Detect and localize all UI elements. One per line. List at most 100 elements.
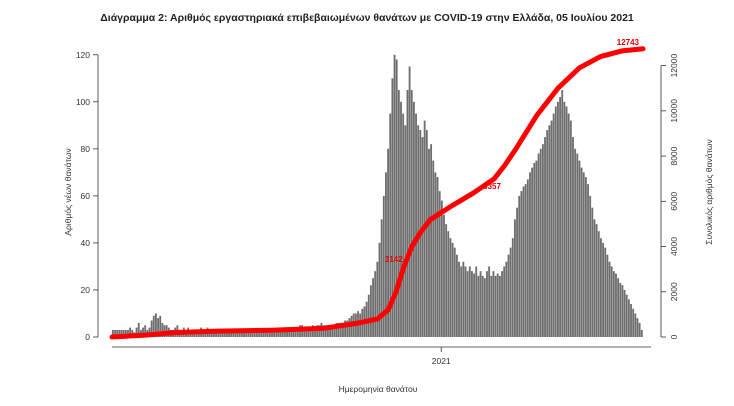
bar [602,242,604,337]
bar [574,148,577,337]
annotations-group: 3142 6357 12743 [385,38,640,264]
bar [303,327,306,337]
bar [612,271,615,337]
y2-tick-label: 6000 [669,192,679,211]
bar [640,329,643,337]
bar [615,273,617,337]
bar [537,153,540,337]
bar [417,125,420,337]
bar [455,254,458,337]
bars-group [112,54,643,338]
bar [604,247,607,337]
bar [410,90,413,337]
bar [526,179,529,337]
bar [458,261,460,337]
bar [142,327,144,337]
bar [445,224,448,337]
bar [406,90,409,337]
bar [122,329,125,337]
bar [344,320,347,337]
bar [483,278,486,337]
bar [468,266,471,337]
bar [382,195,385,337]
bar [238,329,241,337]
bar [118,329,121,337]
bar [281,329,284,337]
bar [116,329,119,337]
bar [561,90,564,337]
bar [159,315,162,337]
bar [137,322,140,337]
bar [589,195,592,337]
bar [634,313,637,337]
bar [582,172,585,337]
bar [507,254,510,337]
bar [415,113,417,337]
bar [533,162,536,337]
bar [580,167,583,337]
bar [552,113,555,337]
bar [400,101,402,337]
plot-area [109,46,646,340]
cumulative-label: 3142 [385,255,403,264]
bar [464,266,467,337]
bar [114,329,116,337]
bar [453,247,456,337]
bar [318,325,321,337]
bar [253,329,256,337]
bar [563,101,566,337]
bar [606,254,609,337]
bar [243,329,245,337]
bar [268,329,271,337]
bar [369,285,372,337]
bar [428,148,430,337]
bar [462,261,465,337]
bar [451,242,454,337]
bar [492,271,495,337]
bar [290,329,293,337]
bar [316,325,319,337]
y-axis-left: 0 20 40 60 80 100 120 [76,50,99,342]
cumulative-label: 12743 [617,38,640,47]
y-tick-label: 60 [81,191,91,201]
bar [569,120,572,338]
bar [127,329,129,337]
bar [348,318,351,337]
bar [630,304,632,337]
bar [584,177,587,337]
bar [548,125,551,337]
bar [277,329,280,337]
bar [425,130,428,337]
y-tick-label: 100 [76,97,90,107]
y2-axis-label: Συνολικός αριθμός θανάτων [704,139,714,245]
y-tick-label: 120 [76,50,90,60]
x-axis-label: Ημερομηνία θανάτου [339,384,418,394]
bar [529,172,531,337]
bar [627,299,630,337]
cumulative-line [109,46,646,340]
bar [275,329,278,337]
bar [524,184,527,337]
bar [314,327,316,337]
bar [397,90,400,337]
bar [249,329,252,337]
bar [339,322,342,337]
bar [436,177,439,337]
bar [638,322,641,337]
bar [412,101,415,337]
bar [473,273,476,337]
bar [367,294,370,337]
bar [610,266,613,337]
bar [475,266,478,337]
bar [135,327,138,337]
bar [503,266,506,337]
y2-tick-label: 0 [669,334,679,339]
bar [335,322,338,337]
x-axis: 2021 [112,346,651,366]
bar [309,329,312,337]
bar [225,329,228,337]
y2-tick-label: 8000 [669,146,679,165]
bar [460,266,463,337]
bar [600,238,602,337]
